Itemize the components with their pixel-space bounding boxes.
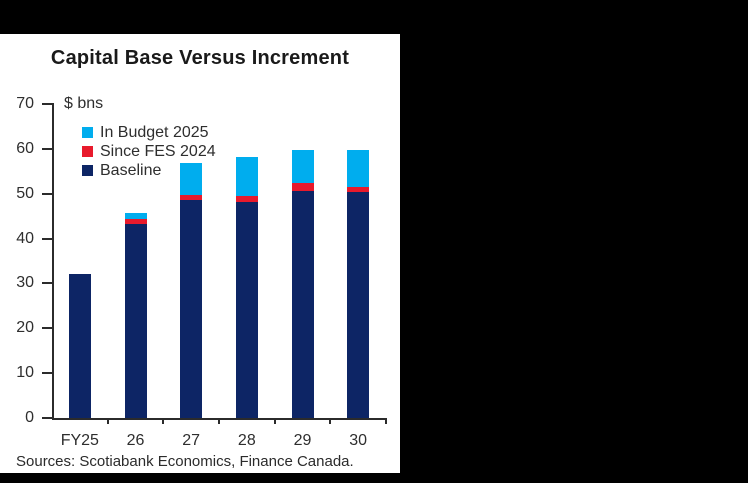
legend-label: Baseline [100,161,162,179]
legend-item: Baseline [82,161,216,180]
y-tick-mark [42,103,52,105]
bar-segment-in-budget-2025 [235,156,258,196]
sources-note: Sources: Scotiabank Economics, Finance C… [16,453,354,470]
bar-29 [291,149,314,418]
legend-item: Since FES 2024 [82,142,216,161]
y-axis-unit-label: $ bns [64,95,104,112]
bar-segment-baseline [347,192,370,418]
legend-swatch-icon [82,146,93,157]
legend-swatch-icon [82,127,93,138]
bar-segment-in-budget-2025 [180,163,203,196]
bar-segment-since-fes-2024 [347,186,370,193]
x-tick-mark [273,418,276,424]
bar-segment-baseline [68,273,91,418]
x-tick-mark [385,418,387,424]
y-tick-label: 30 [16,274,34,292]
bar-segment-since-fes-2024 [180,195,203,200]
chart-panel: Capital Base Versus Increment $ bns 0 10 2… [0,34,400,473]
bar-26 [124,213,147,418]
y-axis-line [52,103,54,420]
x-category-label: 26 [126,432,145,449]
y-tick-mark [42,237,52,240]
y-tick-label: 60 [16,139,34,157]
x-tick-mark [162,418,165,424]
y-tick-label: 0 [25,409,34,426]
bar-segment-baseline [291,190,314,418]
bar-segment-in-budget-2025 [347,149,370,187]
bar-segment-since-fes-2024 [235,195,258,202]
y-tick-mark [42,327,52,330]
bar-segment-in-budget-2025 [124,213,147,219]
y-tick-mark [42,147,52,150]
x-category-label: 27 [182,432,201,449]
chart-legend: In Budget 2025 Since FES 2024 Baseline [82,123,216,180]
bar-segment-baseline [235,201,258,418]
y-tick-label: 50 [16,184,34,202]
chart-title: Capital Base Versus Increment [50,47,350,69]
y-tick-mark [42,417,52,419]
y-tick-mark [42,372,52,375]
legend-item: In Budget 2025 [82,123,216,142]
x-category-label: FY25 [60,432,99,449]
x-tick-mark [106,418,109,424]
y-tick-label: 40 [16,229,34,247]
bar-segment-since-fes-2024 [291,183,314,191]
bar-segment-in-budget-2025 [291,149,314,184]
bar-segment-baseline [124,224,147,418]
x-category-label: 30 [349,432,368,449]
y-tick-label: 10 [16,364,34,382]
bar-segment-baseline [180,199,203,418]
bar-28 [235,156,258,418]
legend-label: Since FES 2024 [100,142,216,160]
x-tick-mark [329,418,332,424]
bar-fy25 [68,273,91,418]
y-tick-label: 20 [16,319,34,337]
legend-swatch-icon [82,165,93,176]
x-category-label: 28 [237,432,256,449]
x-tick-mark [218,418,220,424]
y-tick-label: 70 [16,95,34,112]
y-tick-mark [42,282,52,285]
x-category-label: 29 [293,432,312,449]
y-tick-mark [42,192,52,195]
bar-30 [347,149,370,418]
bar-segment-since-fes-2024 [124,218,147,225]
legend-label: In Budget 2025 [100,123,209,141]
bar-27 [180,163,203,418]
